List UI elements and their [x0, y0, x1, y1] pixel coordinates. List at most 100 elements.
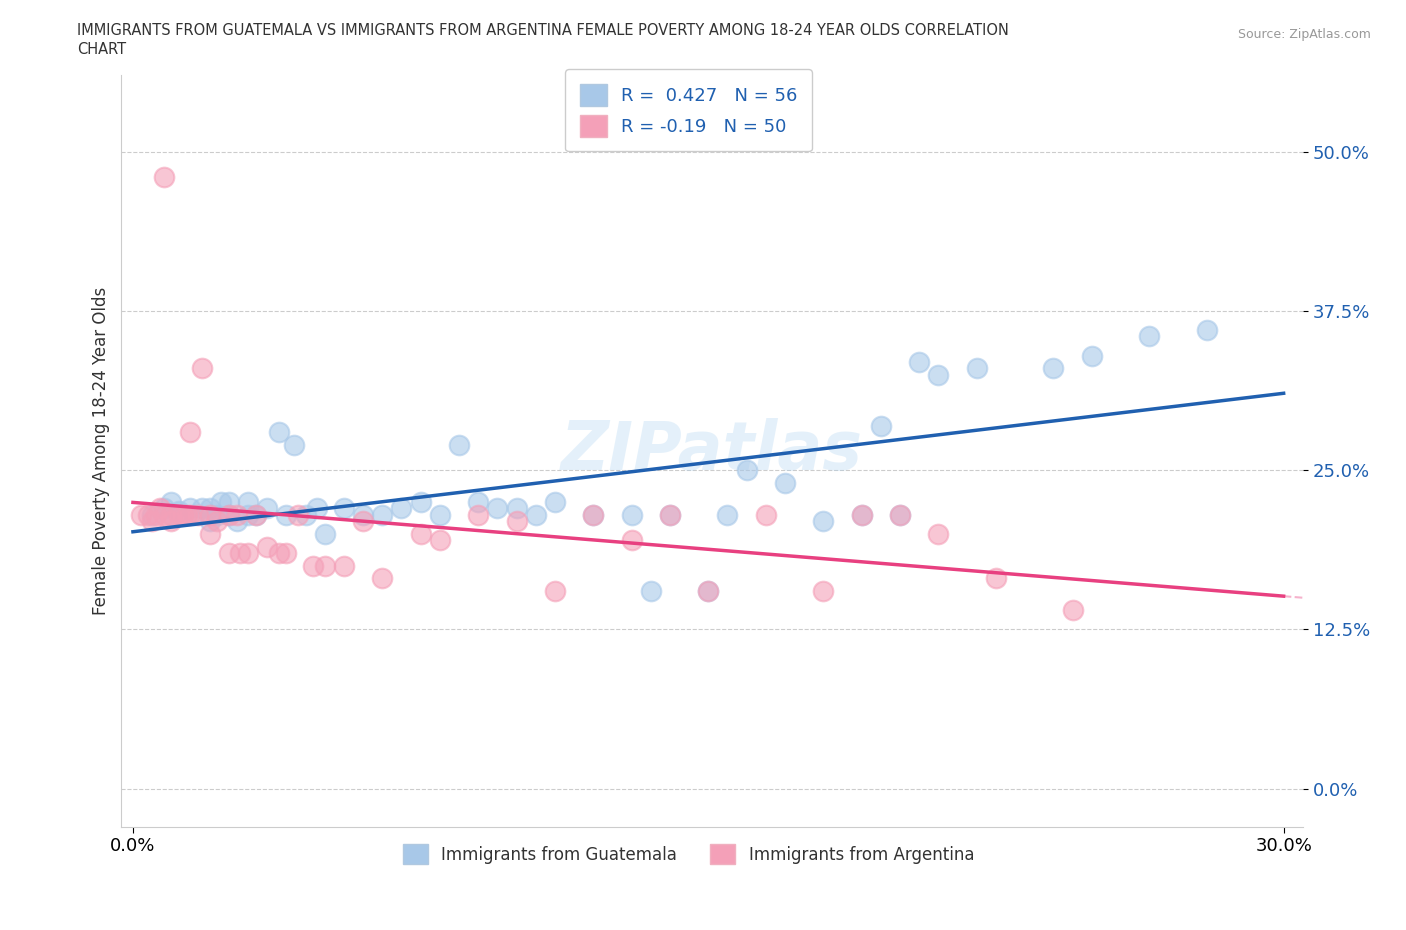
Point: [582, 507, 605, 522]
Legend: Immigrants from Guatemala, Immigrants from Argentina: Immigrants from Guatemala, Immigrants fr…: [396, 837, 981, 871]
Point: [129, 507, 152, 522]
Point: [207, 507, 229, 522]
Point: [927, 526, 949, 541]
Point: [191, 361, 214, 376]
Point: [218, 546, 240, 561]
Point: [467, 507, 489, 522]
Text: Source: ZipAtlas.com: Source: ZipAtlas.com: [1237, 28, 1371, 41]
Point: [198, 501, 221, 516]
Point: [287, 507, 309, 522]
Point: [218, 507, 240, 522]
Point: [870, 418, 893, 433]
Point: [640, 584, 662, 599]
Point: [302, 558, 325, 573]
Point: [447, 437, 470, 452]
Point: [851, 507, 873, 522]
Point: [179, 507, 201, 522]
Point: [371, 571, 394, 586]
Point: [505, 513, 527, 528]
Point: [544, 584, 567, 599]
Point: [160, 507, 183, 522]
Point: [773, 475, 796, 490]
Point: [486, 501, 509, 516]
Point: [152, 507, 174, 522]
Point: [620, 507, 643, 522]
Point: [307, 501, 329, 516]
Point: [333, 558, 356, 573]
Point: [209, 495, 232, 510]
Point: [236, 495, 259, 510]
Text: ZIPatlas: ZIPatlas: [561, 418, 863, 485]
Point: [267, 424, 290, 439]
Point: [984, 571, 1007, 586]
Point: [908, 354, 931, 369]
Point: [267, 546, 290, 561]
Point: [207, 513, 229, 528]
Point: [218, 507, 240, 522]
Point: [966, 361, 988, 376]
Point: [191, 501, 214, 516]
Point: [149, 501, 172, 516]
Point: [333, 501, 356, 516]
Point: [141, 507, 163, 522]
Point: [352, 507, 374, 522]
Point: [620, 533, 643, 548]
Point: [409, 495, 432, 510]
Point: [409, 526, 432, 541]
Point: [544, 495, 567, 510]
Point: [245, 507, 267, 522]
Point: [658, 507, 681, 522]
Point: [276, 507, 298, 522]
Point: [429, 533, 451, 548]
Point: [889, 507, 911, 522]
Point: [755, 507, 778, 522]
Point: [160, 513, 183, 528]
Point: [813, 513, 835, 528]
Point: [245, 507, 267, 522]
Point: [225, 507, 247, 522]
Point: [927, 367, 949, 382]
Point: [256, 539, 278, 554]
Point: [198, 513, 221, 528]
Point: [1195, 323, 1218, 338]
Point: [697, 584, 720, 599]
Point: [179, 501, 201, 516]
Point: [582, 507, 605, 522]
Point: [429, 507, 451, 522]
Point: [183, 507, 205, 522]
Point: [851, 507, 873, 522]
Point: [225, 513, 247, 528]
Point: [167, 507, 190, 522]
Point: [505, 501, 527, 516]
Point: [716, 507, 738, 522]
Point: [658, 507, 681, 522]
Point: [179, 424, 201, 439]
Point: [524, 507, 547, 522]
Point: [198, 526, 221, 541]
Point: [391, 501, 413, 516]
Point: [256, 501, 278, 516]
Point: [198, 507, 221, 522]
Point: [314, 526, 336, 541]
Point: [218, 495, 240, 510]
Point: [152, 170, 174, 185]
Point: [160, 495, 183, 510]
Point: [276, 546, 298, 561]
Point: [1062, 603, 1084, 618]
Point: [352, 513, 374, 528]
Point: [160, 507, 183, 522]
Point: [152, 501, 174, 516]
Point: [1081, 348, 1104, 363]
Point: [141, 513, 163, 528]
Point: [697, 584, 720, 599]
Point: [145, 507, 167, 522]
Point: [735, 463, 758, 478]
Point: [229, 546, 252, 561]
Point: [236, 507, 259, 522]
Point: [314, 558, 336, 573]
Text: IMMIGRANTS FROM GUATEMALA VS IMMIGRANTS FROM ARGENTINA FEMALE POVERTY AMONG 18-2: IMMIGRANTS FROM GUATEMALA VS IMMIGRANTS …: [77, 23, 1010, 38]
Point: [371, 507, 394, 522]
Point: [889, 507, 911, 522]
Point: [176, 507, 198, 522]
Text: CHART: CHART: [77, 42, 127, 57]
